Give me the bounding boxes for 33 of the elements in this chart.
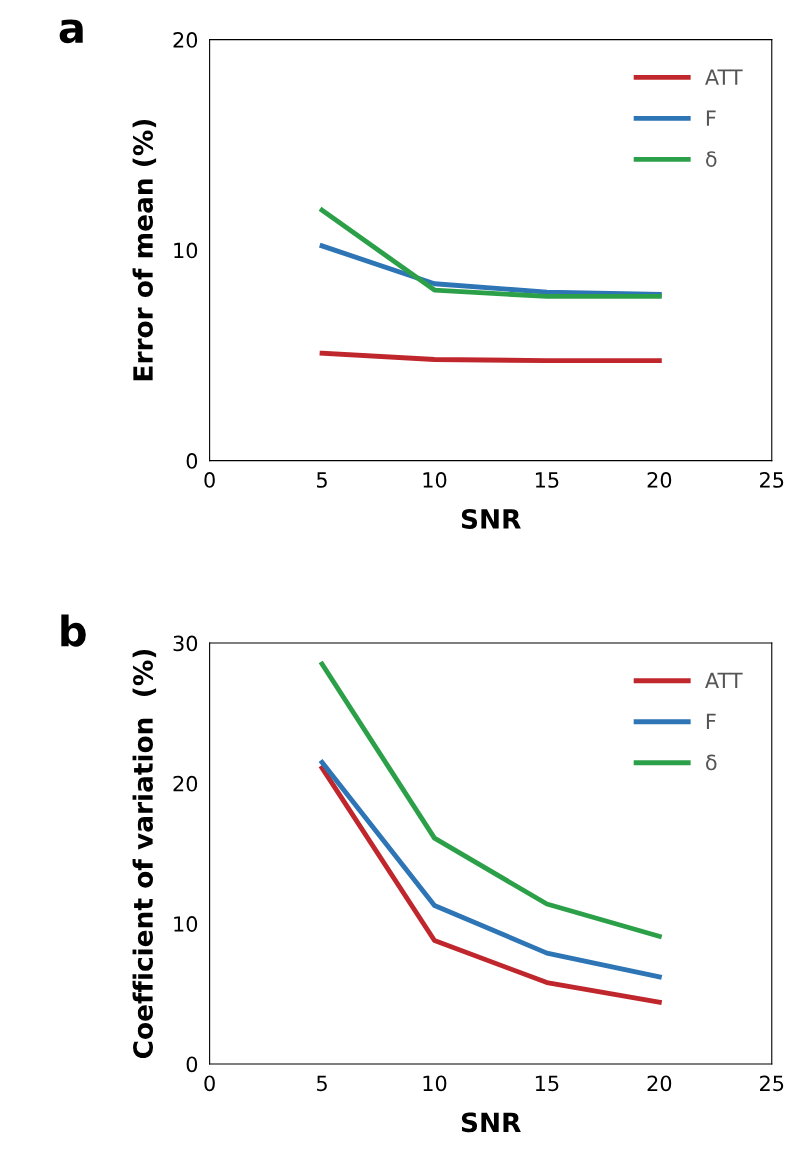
x-tick-label: 25: [760, 1075, 784, 1092]
y-tick-label: 10: [174, 916, 198, 932]
x-tick-label: 10: [423, 472, 447, 488]
x-tick-label: 20: [647, 1075, 672, 1092]
x-tick-label: 5: [317, 472, 327, 488]
legend-label: δ: [706, 151, 717, 167]
legend-label: F: [706, 110, 716, 126]
y-tick-label: 20: [173, 32, 198, 48]
x-axis-title: SNR: [461, 1112, 521, 1133]
chart-title: b: [61, 614, 86, 647]
legend-label: ATT: [705, 69, 743, 85]
legend-label: F: [706, 713, 716, 730]
y-tick-label: 0: [186, 1056, 198, 1073]
x-tick-label: 5: [317, 1075, 327, 1092]
x-tick-label: 20: [647, 472, 672, 488]
x-tick-label: 15: [535, 472, 559, 488]
y-axis-title: Error of mean (%): [132, 119, 157, 381]
chart-title: a: [59, 19, 83, 44]
y-tick-label: 10: [174, 242, 198, 259]
legend-label: ATT: [705, 672, 743, 689]
x-tick-label: 0: [204, 472, 215, 488]
y-tick-label: 20: [173, 775, 198, 792]
line-series: [319, 661, 662, 939]
legend-label: δ: [706, 754, 717, 771]
x-tick-label: 25: [760, 472, 784, 488]
y-tick-label: 30: [173, 635, 198, 652]
x-tick-label: 10: [423, 1075, 447, 1092]
x-tick-label: 0: [204, 1075, 215, 1092]
y-axis-title: Coefficient of variation (%): [132, 649, 157, 1059]
line-series: [319, 243, 662, 297]
y-tick-label: 0: [186, 453, 198, 469]
x-axis-title: SNR: [461, 508, 521, 529]
x-tick-label: 15: [535, 1075, 559, 1092]
